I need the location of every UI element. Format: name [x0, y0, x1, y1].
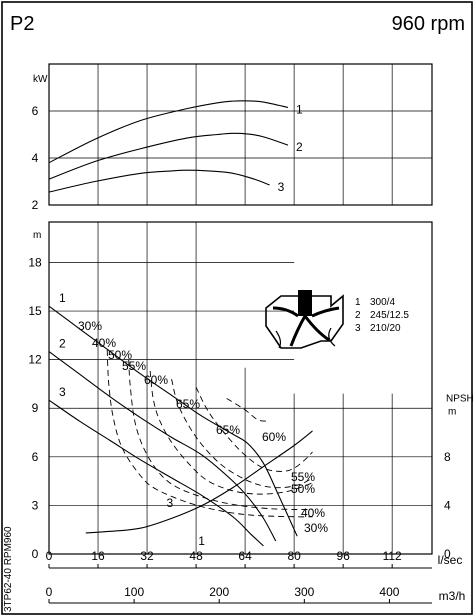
lps-tick-label: 112: [383, 549, 402, 563]
power-panel: kW 6 4 2 1 2 3: [32, 63, 433, 212]
side-code: 3TP62-40 RPM960: [3, 526, 14, 612]
efficiency-label: 55%: [291, 470, 315, 484]
lps-tick-label: 48: [189, 549, 203, 563]
power-curve-2: [48, 132, 289, 180]
power-curve-label: 1: [296, 102, 303, 116]
lps-tick-label: 16: [91, 549, 105, 563]
npsh-curve-label: 3: [167, 496, 174, 510]
impeller-inner: [275, 327, 336, 349]
efficiency-label: 65%: [216, 423, 240, 437]
power-ytick: 2: [32, 198, 39, 212]
impeller-legend-text: 300/4: [370, 297, 395, 308]
power-curve-3: [48, 169, 270, 193]
head-curve-label: 3: [59, 385, 66, 399]
lps-unit: l/sec: [438, 553, 463, 567]
impeller-vanes: [272, 306, 340, 347]
npsh-ytick: 8: [444, 450, 451, 464]
impeller-legend-text: 245/12.5: [370, 310, 409, 321]
power-curve-label: 3: [278, 180, 285, 194]
npsh-ytick: 0: [444, 547, 451, 561]
impeller-legend-text: 210/20: [370, 323, 401, 334]
efficiency-label: 60%: [262, 430, 286, 444]
efficiency-label: 30%: [304, 521, 328, 535]
efficiency-curve-65: [226, 398, 267, 422]
lps-tick-label: 64: [238, 549, 252, 563]
head-plot-area: [48, 221, 433, 555]
model-label: P2: [10, 13, 34, 35]
head-curve-label: 1: [59, 291, 66, 305]
power-curve-label: 2: [296, 140, 303, 154]
npsh-curve: [85, 430, 313, 534]
efficiency-curve-40: [128, 359, 313, 510]
head-ytick: 6: [32, 450, 39, 464]
power-curve-1: [48, 100, 289, 164]
head-ytick: 9: [32, 401, 39, 415]
efficiency-label: 50%: [291, 482, 315, 496]
head-curve-1: [48, 305, 298, 537]
power-ytick: 6: [32, 104, 39, 118]
efficiency-label: 65%: [176, 397, 200, 411]
power-ytick: 4: [32, 151, 39, 165]
lps-tick-label: 80: [287, 549, 301, 563]
head-panel: m1815129630NPSHm8401233130%40%50%55%60%6…: [28, 221, 474, 561]
m3h-tick-label: 100: [124, 585, 144, 599]
impeller-outline: [265, 294, 344, 349]
m3h-tick-label: 200: [209, 585, 229, 599]
head-ytick: 0: [32, 547, 39, 561]
m3h-unit: m3/h: [439, 589, 466, 603]
head-curve-label: 2: [59, 337, 66, 351]
power-plot-area: [48, 63, 433, 206]
efficiency-label: 30%: [78, 319, 102, 333]
impeller-hub: [298, 290, 312, 316]
efficiency-label: 50%: [108, 348, 132, 362]
impeller-legend-num: 3: [355, 323, 361, 334]
power-ylabel: kW: [33, 74, 48, 85]
head-ytick: 12: [28, 353, 42, 367]
npsh-unit: m: [448, 406, 456, 417]
efficiency-label: 55%: [122, 359, 146, 373]
lps-tick-label: 32: [140, 549, 154, 563]
efficiency-curve-30: [106, 349, 313, 518]
head-curve-3: [48, 399, 264, 547]
efficiency-label: 40%: [92, 336, 116, 350]
head-ytick: 15: [28, 304, 42, 318]
head-ytick: 18: [28, 255, 42, 269]
efficiency-curve-50: [149, 370, 313, 495]
head-ylabel: m: [33, 230, 41, 241]
impeller-legend-num: 1: [355, 297, 361, 308]
impeller-icon: [265, 290, 344, 349]
npsh-curve-label: 1: [198, 534, 205, 548]
m3h-tick-label: 400: [379, 585, 399, 599]
efficiency-label: 60%: [144, 373, 168, 387]
m3h-tick-label: 300: [294, 585, 314, 599]
impeller-legend-num: 2: [355, 310, 361, 321]
head-ytick: 3: [32, 498, 39, 512]
npsh-ytick: 4: [444, 498, 451, 512]
npsh-label: NPSH: [446, 393, 474, 404]
speed-label: 960 rpm: [392, 13, 465, 35]
lps-tick-label: 96: [336, 549, 350, 563]
lps-tick-label: 0: [46, 549, 53, 563]
efficiency-label: 40%: [301, 506, 325, 520]
m3h-tick-label: 0: [46, 585, 53, 599]
